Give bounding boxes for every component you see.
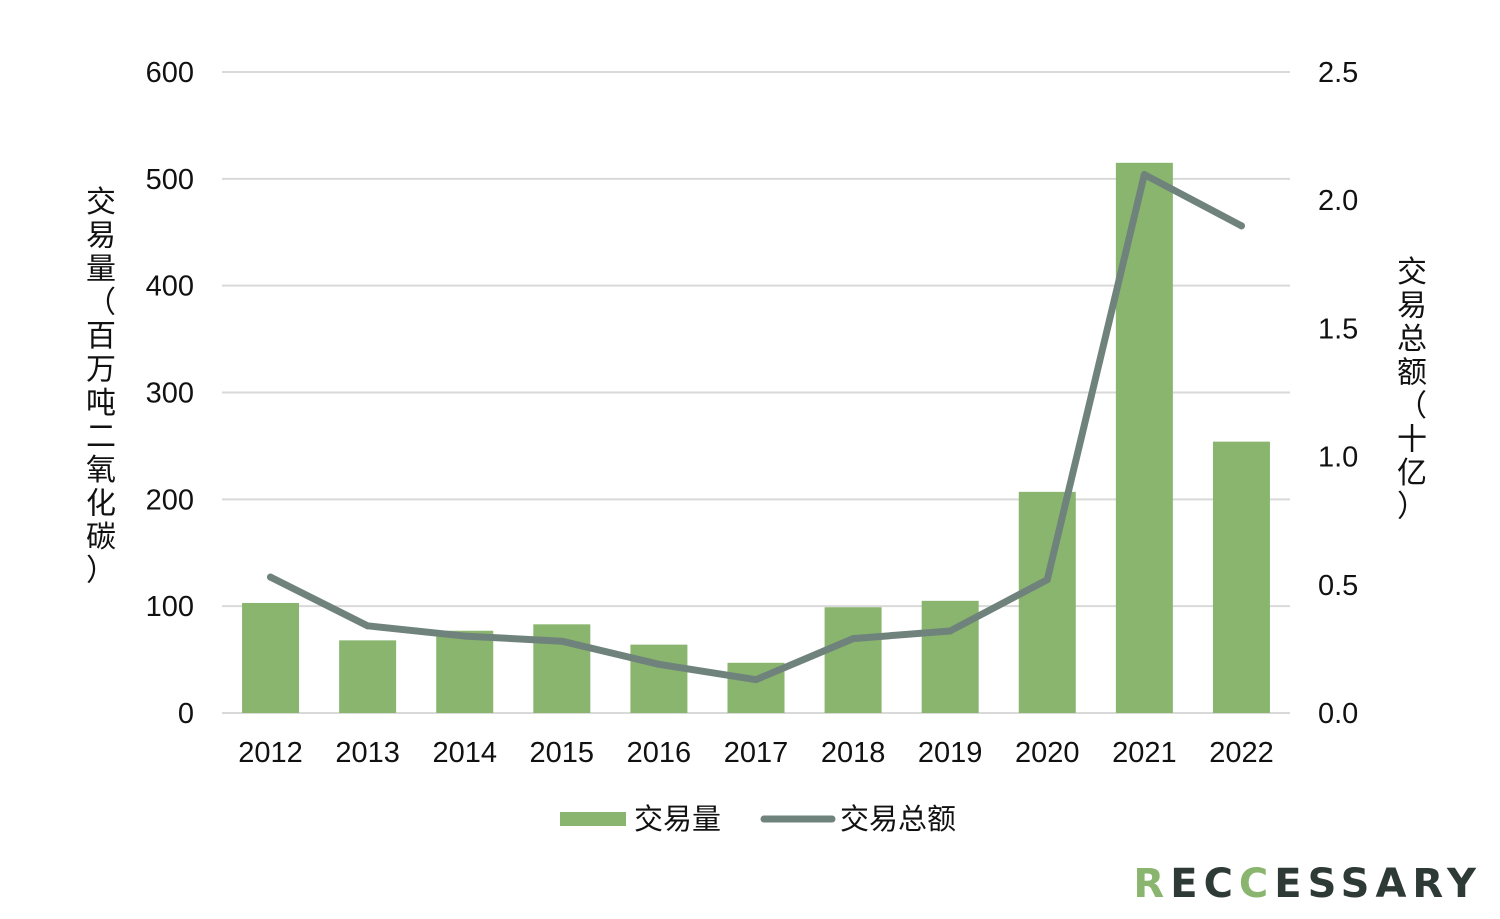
line-point-2013 (364, 622, 372, 630)
x-tick-label: 2018 (821, 737, 886, 769)
axis-title-text: 交易量（百万吨二氧化碳） (86, 185, 116, 589)
x-tick-label: 2017 (724, 737, 789, 769)
y-right-tick-label: 1.0 (1318, 442, 1358, 474)
x-tick-label: 2013 (335, 737, 400, 769)
x-tick-label: 2021 (1112, 737, 1177, 769)
y-left-tick-label: 600 (146, 57, 194, 89)
y-left-tick-label: 400 (146, 271, 194, 303)
y-right-tick-label: 0.5 (1318, 570, 1358, 602)
bar-2018 (824, 607, 882, 713)
line-point-2012 (267, 573, 275, 581)
line-point-2016 (655, 660, 663, 668)
bar-2013 (339, 640, 397, 713)
bar-2014 (436, 630, 494, 713)
line-point-2015 (558, 637, 566, 645)
x-tick-label: 2022 (1209, 737, 1274, 769)
legend-label-line: 交易总额 (840, 802, 956, 836)
legend-swatch-bar (560, 812, 626, 826)
bar-2020 (1018, 491, 1076, 713)
y-axis-right-ticks: 0.0 0.5 1.0 1.5 2.0 2.5 (1318, 57, 1358, 730)
x-tick-label: 2014 (432, 737, 497, 769)
y-right-tick-label: 0.0 (1318, 698, 1358, 730)
line-path (267, 171, 1245, 684)
y-left-tick-label: 500 (146, 164, 194, 196)
x-tick-label: 2016 (627, 737, 692, 769)
y-axis-left-title: 交易量（百万吨二氧化碳） (86, 185, 116, 589)
bar-2016 (630, 644, 688, 713)
legend-label-bar: 交易量 (634, 802, 721, 836)
bar-2012 (242, 602, 300, 713)
line-point-2019 (946, 627, 954, 635)
brand-logo: RECCESSARY (1133, 861, 1482, 907)
y-right-tick-label: 2.5 (1318, 57, 1358, 89)
x-axis-ticks: 2012 2013 2014 2015 2016 2017 2018 2019 2020 2021… (238, 737, 1273, 769)
y-left-tick-label: 0 (178, 698, 194, 730)
x-tick-label: 2012 (238, 737, 303, 769)
x-tick-label: 2015 (530, 737, 595, 769)
y-axis-right-title: 交易总额（十亿） (1397, 255, 1427, 525)
line-point-2018 (849, 635, 857, 643)
gridlines (222, 71, 1290, 714)
y-right-tick-label: 1.5 (1318, 313, 1358, 345)
line-series (267, 171, 1245, 684)
y-right-tick-label: 2.0 (1318, 185, 1358, 217)
line-point-2014 (461, 632, 469, 640)
y-left-tick-label: 100 (146, 591, 194, 623)
y-axis-left-ticks: 0 100 200 300 400 500 600 (146, 57, 194, 730)
bars (242, 162, 1270, 713)
x-tick-label: 2020 (1015, 737, 1080, 769)
line-point-2022 (1237, 222, 1245, 230)
axis-title-text: 交易总额（十亿） (1397, 255, 1427, 525)
bar-2022 (1212, 441, 1270, 713)
line-point-2017 (752, 676, 760, 684)
line-point-2020 (1043, 576, 1051, 584)
y-left-tick-label: 200 (146, 484, 194, 516)
x-tick-label: 2019 (918, 737, 983, 769)
y-left-tick-label: 300 (146, 378, 194, 410)
line-point-2021 (1140, 171, 1148, 179)
legend: 交易量 交易总额 (560, 802, 956, 836)
